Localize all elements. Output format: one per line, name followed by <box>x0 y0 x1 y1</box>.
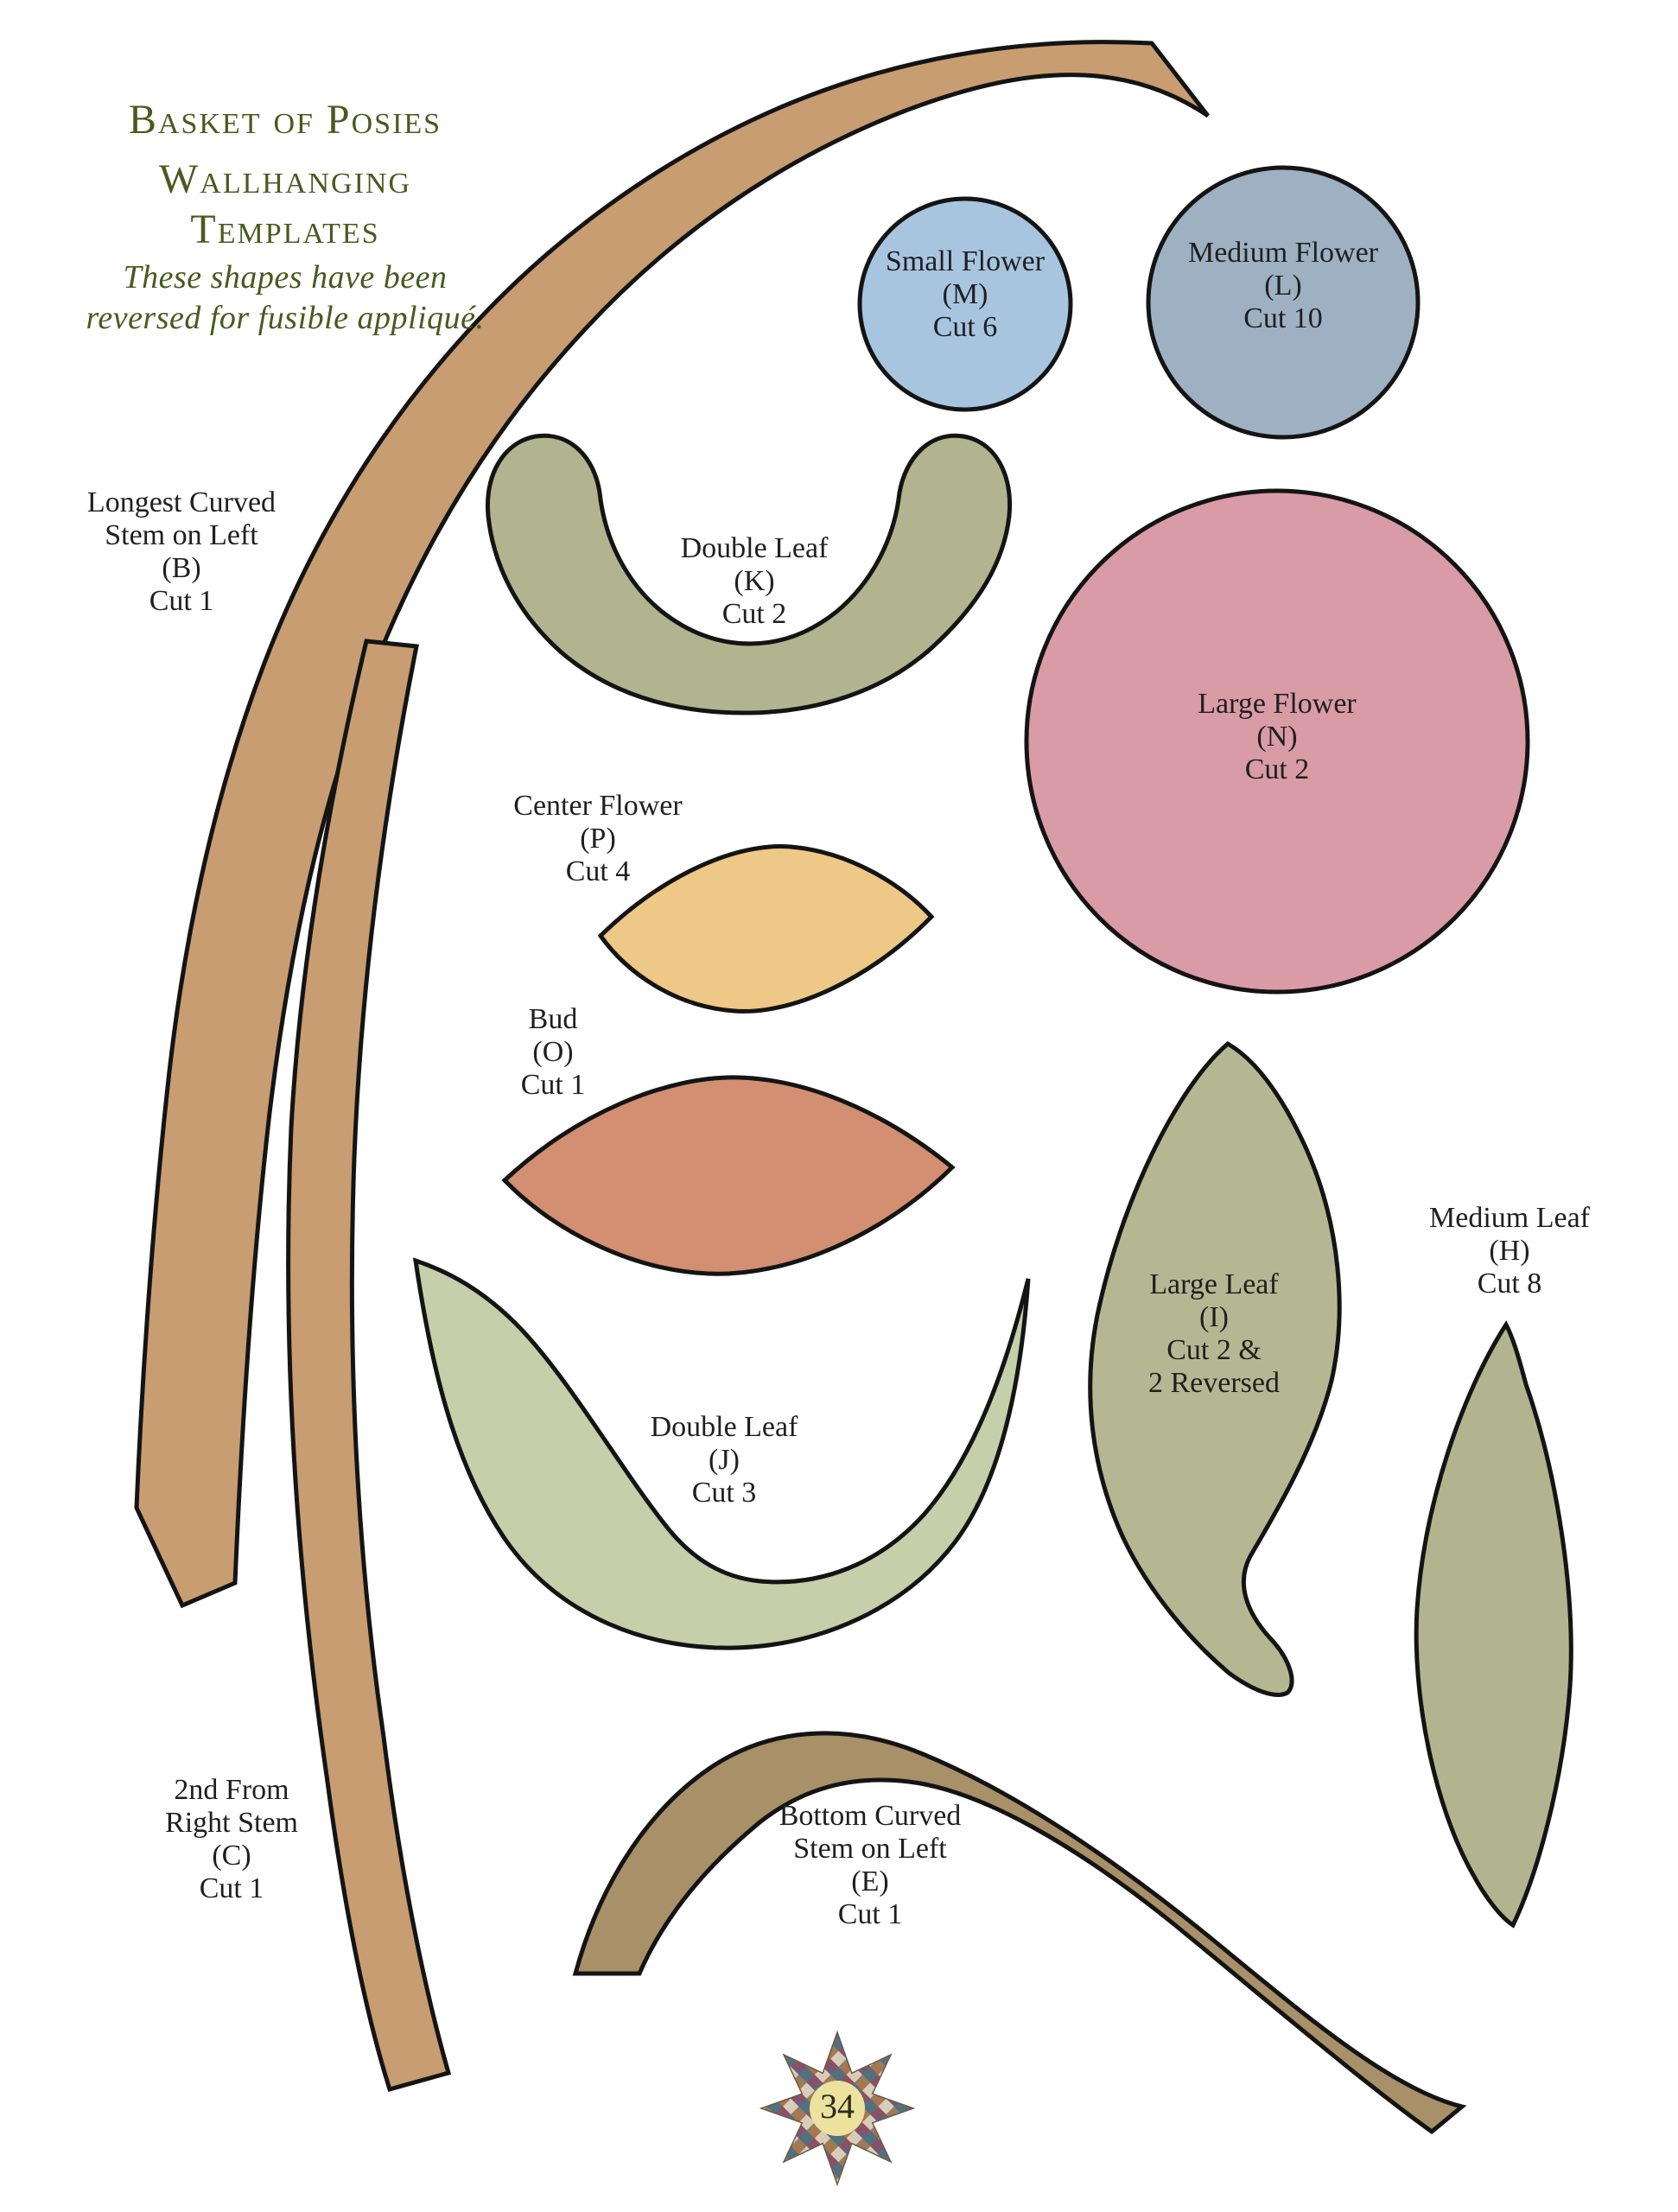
large-leaf-label: Large Leaf (I) Cut 2 & 2 Reversed <box>1147 1268 1280 1399</box>
page-number: 34 <box>820 2087 855 2126</box>
subtitle-line-1: These shapes have been <box>123 259 448 296</box>
medium-flower-label: Medium Flower (L) Cut 10 <box>1187 237 1379 334</box>
small-flower-shape <box>857 196 1073 412</box>
large-flower-shape <box>1024 488 1530 995</box>
medium-leaf-shape <box>1414 1320 1573 1929</box>
subtitle-line-2: reversed for fusible appliqué. <box>86 300 485 336</box>
bud-shape <box>501 1075 956 1276</box>
center-flower-shape <box>597 844 935 1014</box>
double-leaf-k-shape <box>486 433 1013 715</box>
stem-b-shape <box>134 40 1210 1609</box>
bud-label: Bud (O) Cut 1 <box>520 1003 586 1101</box>
medium-flower-shape <box>1146 165 1421 440</box>
title-line-2: Wallhanging <box>158 156 412 202</box>
stem-e-shape <box>572 1731 1467 2135</box>
page-title: Basket of Posies Wallhanging Templates T… <box>52 94 518 353</box>
title-line-1: Basket of Posies <box>128 97 442 143</box>
stem-c-label: 2nd From Right Stem (C) Cut 1 <box>165 1774 298 1904</box>
stem-c-shape <box>286 639 452 2093</box>
title-line-3: Templates <box>190 207 380 252</box>
small-flower-label: Small Flower (M) Cut 6 <box>885 245 1046 343</box>
page-number-circle <box>810 2081 865 2136</box>
medium-leaf-label: Medium Leaf (H) Cut 8 <box>1429 1202 1590 1300</box>
stem-e-label: Bottom Curved Stem on Left (E) Cut 1 <box>779 1800 962 1930</box>
large-leaf-shape <box>1088 1040 1342 1697</box>
double-leaf-j-shape <box>412 1257 1031 1650</box>
double-leaf-j-label: Double Leaf (J) Cut 3 <box>650 1411 798 1509</box>
double-leaf-k-label: Double Leaf (K) Cut 2 <box>680 532 829 630</box>
stem-b-label: Longest Curved Stem on Left (B) Cut 1 <box>86 486 276 617</box>
large-flower-label: Large Flower (N) Cut 2 <box>1198 688 1357 785</box>
center-flower-label: Center Flower (P) Cut 4 <box>513 790 683 887</box>
